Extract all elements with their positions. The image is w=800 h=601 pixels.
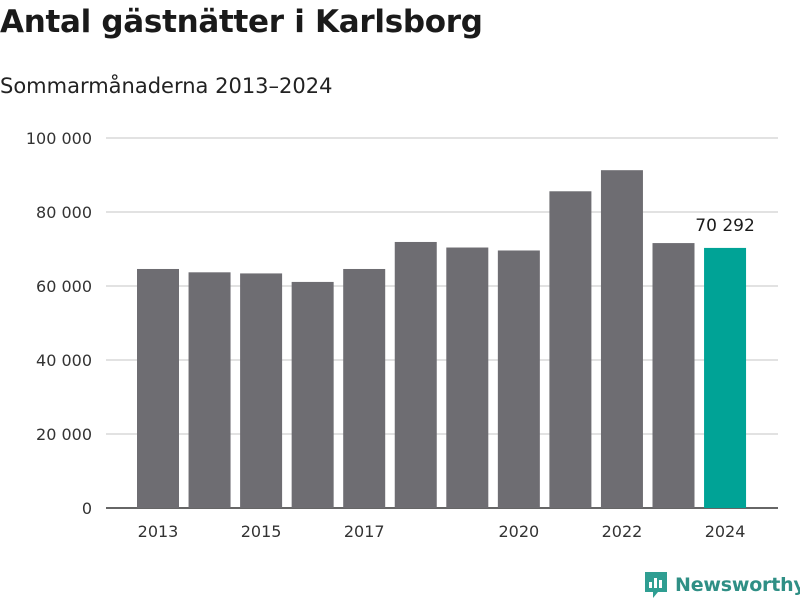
bar xyxy=(137,268,179,508)
y-tick-label: 80 000 xyxy=(36,203,92,222)
brand-name: Newsworthy xyxy=(675,574,800,596)
x-tick-label: 2015 xyxy=(241,522,282,541)
y-tick-label: 100 000 xyxy=(26,129,92,148)
x-tick-label: 2020 xyxy=(498,522,539,541)
newsworthy-logo: Newsworthy xyxy=(643,569,800,601)
x-tick-label: 2024 xyxy=(705,522,746,541)
x-tick-label: 2022 xyxy=(602,522,643,541)
bar xyxy=(704,247,747,508)
bar xyxy=(188,272,231,508)
newsworthy-logo-icon xyxy=(645,572,667,598)
y-tick-label: 20 000 xyxy=(36,425,92,444)
bar-layer xyxy=(137,170,747,509)
label-layer: 0 20 000 40 000 60 000 80 000 100 000 2013 2015… xyxy=(26,129,755,541)
y-tick-label: 0 xyxy=(82,499,92,518)
bar xyxy=(549,191,592,508)
bar xyxy=(600,170,643,508)
y-tick-label: 60 000 xyxy=(36,277,92,296)
y-tick-label: 40 000 xyxy=(36,351,92,370)
bar xyxy=(343,268,386,508)
x-tick-label: 2013 xyxy=(138,522,179,541)
bar xyxy=(446,247,489,508)
bar xyxy=(394,241,437,508)
bar xyxy=(652,243,695,508)
x-tick-label: 2017 xyxy=(344,522,385,541)
bar xyxy=(291,281,334,508)
bar xyxy=(240,273,283,508)
chart-title: Antal gästnätter i Karlsborg xyxy=(0,4,483,40)
bar xyxy=(497,250,540,509)
data-label: 70 292 xyxy=(695,216,754,236)
chart-subtitle: Sommarmånaderna 2013–2024 xyxy=(0,74,333,98)
